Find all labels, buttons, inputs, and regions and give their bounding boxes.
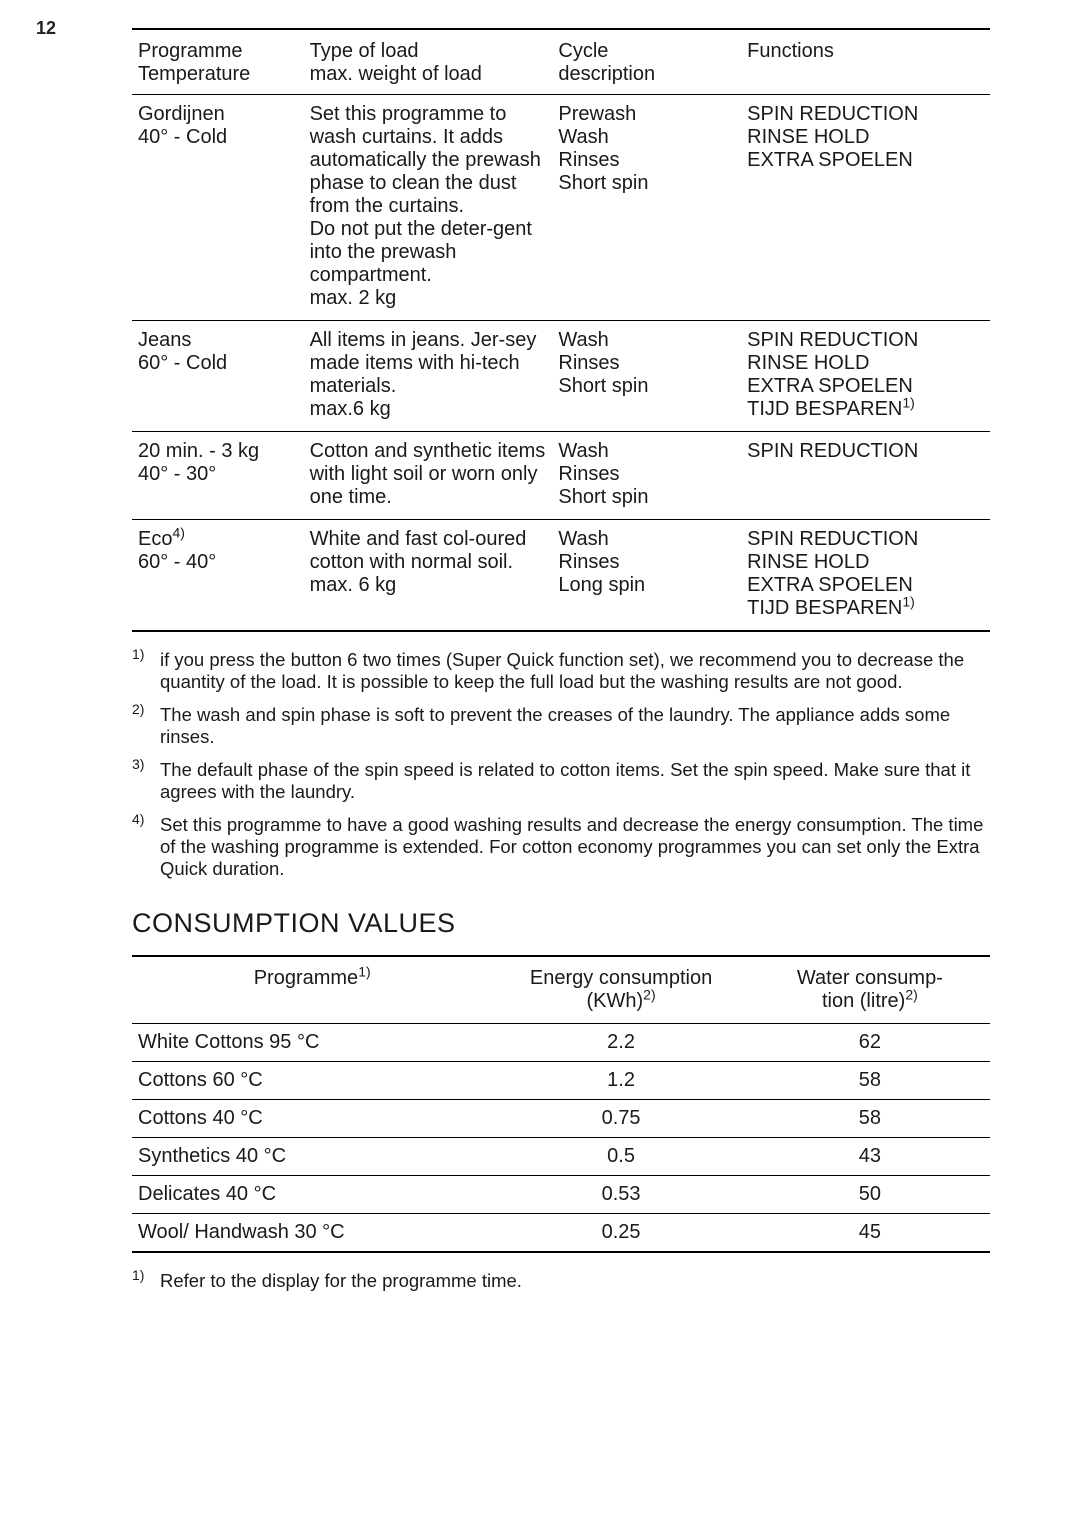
cell-load: Cotton and synthetic items with light so… xyxy=(304,432,553,520)
function-item: EXTRA SPOELEN xyxy=(747,149,984,172)
cell-energy: 0.25 xyxy=(492,1214,749,1253)
function-item: RINSE HOLD xyxy=(747,126,984,149)
header-energy-label: Energy consumption (KWh) xyxy=(530,967,712,1012)
cell-load: All items in jeans. Jer-sey made items w… xyxy=(304,321,553,432)
cell-programme: Gordijnen 40° - Cold xyxy=(132,95,304,321)
header-load: Type of load max. weight of load xyxy=(304,29,553,95)
header-programme-label: Programme xyxy=(254,967,358,989)
cell-programme: Synthetics 40 °C xyxy=(132,1138,492,1176)
header-water: Water consump- tion (litre)2) xyxy=(750,956,990,1024)
cell-cycle: Wash Rinses Long spin xyxy=(552,520,741,632)
footnote: 2)The wash and spin phase is soft to pre… xyxy=(132,701,990,748)
section-title-consumption: CONSUMPTION VALUES xyxy=(132,908,990,939)
cell-water: 58 xyxy=(750,1062,990,1100)
table-row: Delicates 40 °C0.5350 xyxy=(132,1176,990,1214)
cell-energy: 0.5 xyxy=(492,1138,749,1176)
table-row: Wool/ Handwash 30 °C0.2545 xyxy=(132,1214,990,1253)
cell-cycle: Wash Rinses Short spin xyxy=(552,432,741,520)
function-item: TIJD BESPAREN1) xyxy=(747,398,984,421)
footnotes-block-1: 1)if you press the button 6 two times (S… xyxy=(132,646,990,880)
programmes-table: Programme Temperature Type of load max. … xyxy=(132,28,990,632)
page: 12 Programme Temperature Type of load ma… xyxy=(0,0,1080,1340)
table-row: Jeans 60° - ColdAll items in jeans. Jer-… xyxy=(132,321,990,432)
table-row: White Cottons 95 °C2.262 xyxy=(132,1024,990,1062)
header-water-label: Water consump- tion (litre) xyxy=(797,967,943,1012)
header-cycle: Cycle description xyxy=(552,29,741,95)
cell-programme: Eco4) 60° - 40° xyxy=(132,520,304,632)
function-item: SPIN REDUCTION xyxy=(747,440,984,463)
function-item: SPIN REDUCTION xyxy=(747,103,984,126)
footnotes-block-2: 1)Refer to the display for the programme… xyxy=(132,1267,990,1292)
cell-functions: SPIN REDUCTIONRINSE HOLDEXTRA SPOELEN xyxy=(741,95,990,321)
table-row: Eco4) 60° - 40°White and fast col-oured … xyxy=(132,520,990,632)
cell-water: 58 xyxy=(750,1100,990,1138)
cell-energy: 1.2 xyxy=(492,1062,749,1100)
footnote-text: if you press the button 6 two times (Sup… xyxy=(160,646,990,693)
cell-energy: 0.75 xyxy=(492,1100,749,1138)
footnote-text: Set this programme to have a good washin… xyxy=(160,811,990,880)
cell-programme: 20 min. - 3 kg 40° - 30° xyxy=(132,432,304,520)
cell-water: 62 xyxy=(750,1024,990,1062)
cell-energy: 2.2 xyxy=(492,1024,749,1062)
footnote-marker: 4) xyxy=(132,811,160,880)
function-item: RINSE HOLD xyxy=(747,551,984,574)
header-energy-sup: 2) xyxy=(643,986,655,1002)
function-item: SPIN REDUCTION xyxy=(747,329,984,352)
header-programme: Programme1) xyxy=(132,956,492,1024)
table-header-row: Programme1) Energy consumption (KWh)2) W… xyxy=(132,956,990,1024)
cell-functions: SPIN REDUCTIONRINSE HOLDEXTRA SPOELENTIJ… xyxy=(741,321,990,432)
function-item: EXTRA SPOELEN xyxy=(747,375,984,398)
table-row: Cottons 60 °C1.258 xyxy=(132,1062,990,1100)
table-row: 20 min. - 3 kg 40° - 30°Cotton and synth… xyxy=(132,432,990,520)
consumption-table: Programme1) Energy consumption (KWh)2) W… xyxy=(132,955,990,1253)
footnote: 1)if you press the button 6 two times (S… xyxy=(132,646,990,693)
footnote-marker: 2) xyxy=(132,701,160,748)
function-item: SPIN REDUCTION xyxy=(747,528,984,551)
cell-energy: 0.53 xyxy=(492,1176,749,1214)
footnote-text: The default phase of the spin speed is r… xyxy=(160,756,990,803)
cell-programme: Jeans 60° - Cold xyxy=(132,321,304,432)
page-content: Programme Temperature Type of load max. … xyxy=(132,28,990,1292)
cell-load: White and fast col-oured cotton with nor… xyxy=(304,520,553,632)
footnote: 1)Refer to the display for the programme… xyxy=(132,1267,990,1292)
cell-water: 43 xyxy=(750,1138,990,1176)
cell-cycle: Wash Rinses Short spin xyxy=(552,321,741,432)
footnote-marker: 1) xyxy=(132,1267,160,1292)
footnote-text: Refer to the display for the programme t… xyxy=(160,1267,990,1292)
cell-load: Set this programme to wash curtains. It … xyxy=(304,95,553,321)
table-header-row: Programme Temperature Type of load max. … xyxy=(132,29,990,95)
cell-programme: Wool/ Handwash 30 °C xyxy=(132,1214,492,1253)
footnote: 3)The default phase of the spin speed is… xyxy=(132,756,990,803)
table-row: Cottons 40 °C0.7558 xyxy=(132,1100,990,1138)
header-functions: Functions xyxy=(741,29,990,95)
page-number: 12 xyxy=(36,18,56,39)
function-item: RINSE HOLD xyxy=(747,352,984,375)
table-row: Synthetics 40 °C0.543 xyxy=(132,1138,990,1176)
function-item: TIJD BESPAREN1) xyxy=(747,597,984,620)
cell-functions: SPIN REDUCTIONRINSE HOLDEXTRA SPOELENTIJ… xyxy=(741,520,990,632)
header-programme: Programme Temperature xyxy=(132,29,304,95)
cell-water: 45 xyxy=(750,1214,990,1253)
cell-functions: SPIN REDUCTION xyxy=(741,432,990,520)
cell-programme: White Cottons 95 °C xyxy=(132,1024,492,1062)
cell-water: 50 xyxy=(750,1176,990,1214)
cell-programme: Cottons 40 °C xyxy=(132,1100,492,1138)
function-item: EXTRA SPOELEN xyxy=(747,574,984,597)
footnote-marker: 1) xyxy=(132,646,160,693)
cell-programme: Delicates 40 °C xyxy=(132,1176,492,1214)
header-water-sup: 2) xyxy=(905,986,917,1002)
cell-programme: Cottons 60 °C xyxy=(132,1062,492,1100)
header-programme-sup: 1) xyxy=(358,963,370,979)
cell-cycle: Prewash Wash Rinses Short spin xyxy=(552,95,741,321)
header-energy: Energy consumption (KWh)2) xyxy=(492,956,749,1024)
footnote: 4)Set this programme to have a good wash… xyxy=(132,811,990,880)
footnote-marker: 3) xyxy=(132,756,160,803)
table-row: Gordijnen 40° - ColdSet this programme t… xyxy=(132,95,990,321)
footnote-text: The wash and spin phase is soft to preve… xyxy=(160,701,990,748)
